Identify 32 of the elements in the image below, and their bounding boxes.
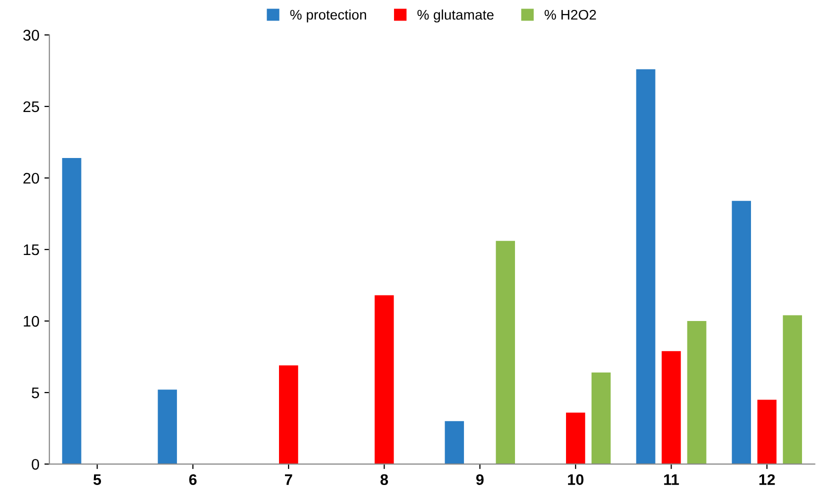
legend-label: % H2O2	[544, 10, 596, 20]
x-tick-label: 12	[759, 474, 775, 485]
legend-label: % glutamate	[417, 9, 494, 22]
bar	[158, 390, 177, 464]
x-tick-label: 8	[380, 474, 388, 486]
y-tick-label: 0	[32, 458, 40, 470]
y-tick-label: 15	[24, 244, 40, 256]
bar	[444, 421, 464, 464]
bar	[782, 315, 802, 464]
bar	[62, 158, 82, 464]
x-tick-label: 7	[284, 474, 292, 485]
bar	[732, 200, 751, 464]
bar	[757, 400, 776, 464]
x-tick-label: 10	[568, 474, 584, 486]
x-tick-label: 5	[93, 474, 102, 486]
bar	[636, 69, 656, 464]
y-tick-label: 10	[24, 316, 40, 327]
y-tick-label: 30	[23, 30, 40, 41]
x-tick-label: 9	[476, 474, 484, 486]
x-tick-label: 6	[189, 474, 197, 486]
legend-label: % protection	[290, 9, 366, 22]
y-tick-label: 20	[23, 172, 40, 184]
bar	[496, 240, 515, 464]
y-tick-label: 25	[23, 101, 40, 112]
bar	[374, 295, 394, 464]
bar	[687, 321, 706, 464]
y-tick-label: 5	[32, 388, 40, 398]
bar	[278, 365, 298, 464]
bar	[662, 351, 681, 464]
bar	[566, 412, 586, 464]
x-tick-label: 11	[664, 474, 679, 485]
bar	[592, 372, 611, 464]
